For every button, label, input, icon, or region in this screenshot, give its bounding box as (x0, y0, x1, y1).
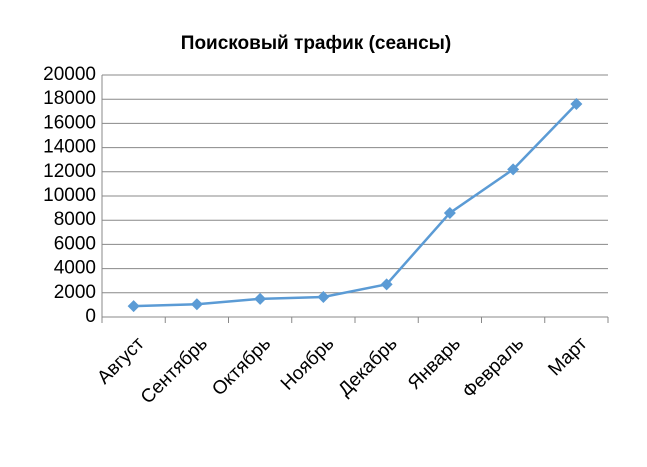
y-tick-label: 6000 (54, 233, 96, 254)
x-tick-label: Ноябрь (277, 333, 339, 395)
y-tick-label: 10000 (43, 185, 96, 206)
marker (570, 98, 583, 111)
y-tick-label: 2000 (54, 282, 96, 303)
x-tick-label: Март (544, 333, 591, 380)
marker (380, 278, 393, 291)
y-tick-label: 14000 (43, 137, 96, 158)
marker (317, 291, 330, 304)
y-tick-label: 8000 (54, 209, 96, 230)
y-tick-label: 16000 (43, 112, 96, 133)
x-tick-label: Январь (404, 333, 465, 394)
x-tick-label: Сентябрь (137, 333, 212, 408)
y-tick-label: 18000 (43, 88, 96, 109)
marker (254, 292, 267, 305)
x-tick-label: Февраль (459, 333, 529, 403)
y-tick-label: 4000 (54, 258, 96, 279)
y-tick-label: 0 (85, 306, 96, 327)
y-tick-label: 12000 (43, 161, 96, 182)
x-tick-label: Декабрь (334, 333, 401, 400)
x-tick-label: Август (93, 333, 148, 388)
marker (127, 300, 140, 313)
chart-title: Поисковый трафик (сеансы) (181, 33, 451, 54)
marker (507, 163, 520, 176)
series-line (133, 103, 578, 308)
x-tick-label: Октябрь (208, 333, 275, 400)
y-tick-label: 20000 (43, 64, 96, 85)
marker (443, 206, 456, 219)
marker (190, 298, 203, 311)
